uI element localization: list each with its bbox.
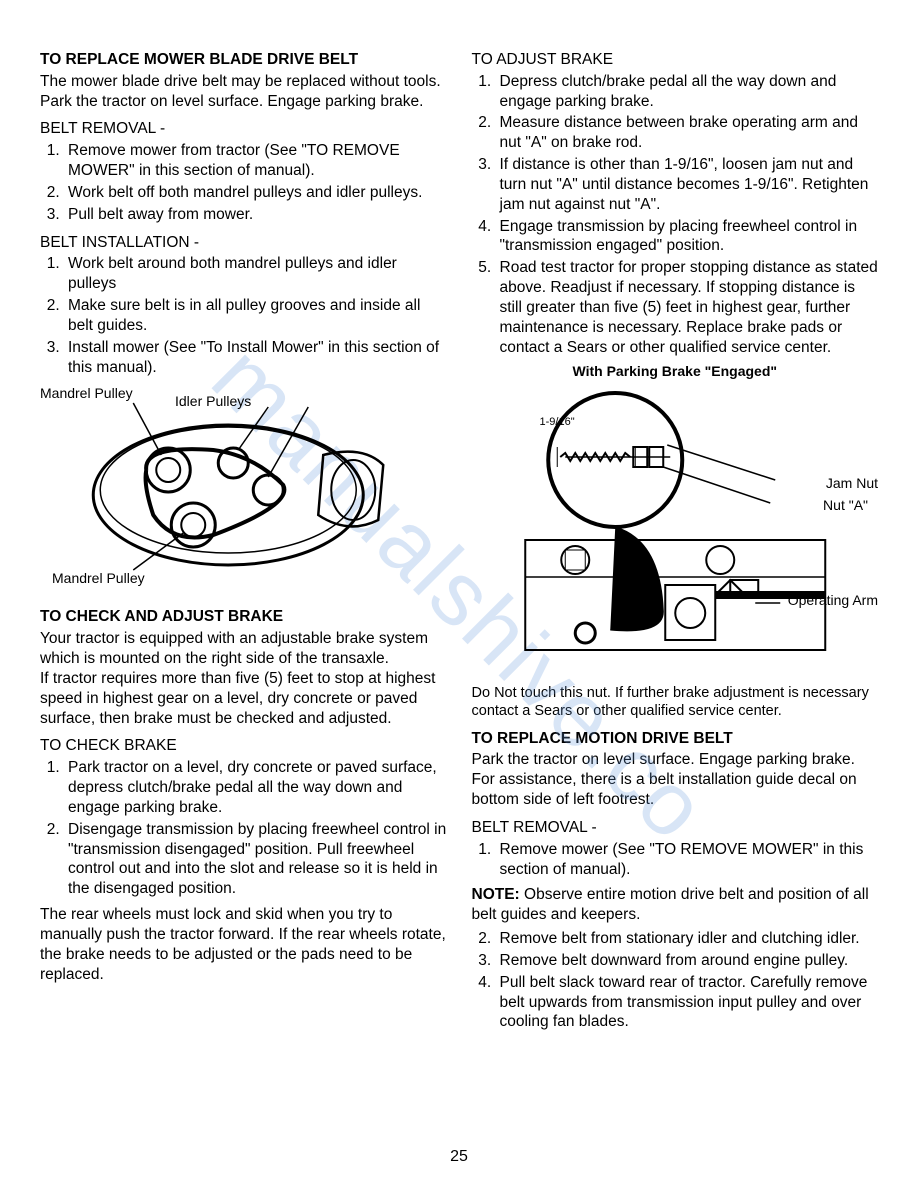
ordered-list: Depress clutch/brake pedal all the way d…: [472, 72, 879, 358]
subsection-title: BELT REMOVAL -: [40, 119, 447, 139]
brake-diagram: 1-9/16" Jam Nut Nut "A" Operating Arm: [472, 385, 879, 680]
subsection-title: TO ADJUST BRAKE: [472, 50, 879, 70]
page-container: TO REPLACE MOWER BLADE DRIVE BELT The mo…: [40, 50, 878, 1038]
left-column: TO REPLACE MOWER BLADE DRIVE BELT The mo…: [40, 50, 447, 1038]
list-item: Remove belt from stationary idler and cl…: [496, 929, 879, 949]
diagram-label: Operating Arm: [788, 592, 878, 610]
body-text: The rear wheels must lock and skid when …: [40, 905, 447, 984]
list-item: Depress clutch/brake pedal all the way d…: [496, 72, 879, 112]
diagram-label: Mandrel Pulley: [40, 385, 133, 403]
note-body: Observe entire motion drive belt and pos…: [472, 886, 869, 923]
brake-svg: [472, 385, 879, 680]
list-item: Remove mower (See "TO REMOVE MOWER" in t…: [496, 840, 879, 880]
list-item: Work belt around both mandrel pulleys an…: [64, 254, 447, 294]
subsection-title: TO CHECK BRAKE: [40, 736, 447, 756]
subsection-title: BELT INSTALLATION -: [40, 233, 447, 253]
note-label: NOTE:: [472, 886, 520, 903]
section-title: TO REPLACE MOTION DRIVE BELT: [472, 729, 879, 749]
right-column: TO ADJUST BRAKE Depress clutch/brake ped…: [472, 50, 879, 1038]
diagram-label: Jam Nut: [826, 475, 878, 493]
note-text: NOTE: Observe entire motion drive belt a…: [472, 885, 879, 925]
ordered-list: Remove belt from stationary idler and cl…: [472, 929, 879, 1032]
ordered-list: Remove mower (See "TO REMOVE MOWER" in t…: [472, 840, 879, 880]
list-item: Remove mower from tractor (See "TO REMOV…: [64, 141, 447, 181]
diagram-footer: Do Not touch this nut. If further brake …: [472, 684, 879, 720]
diagram-label: Mandrel Pulley: [52, 570, 145, 588]
list-item: Install mower (See "To Install Mower" in…: [64, 338, 447, 378]
list-item: Pull belt away from mower.: [64, 205, 447, 225]
body-text: The mower blade drive belt may be replac…: [40, 72, 447, 112]
ordered-list: Work belt around both mandrel pulleys an…: [40, 254, 447, 377]
list-item: Measure distance between brake operating…: [496, 113, 879, 153]
diagram-label: 1-9/16": [540, 415, 575, 429]
section-title: TO CHECK AND ADJUST BRAKE: [40, 607, 447, 627]
list-item: Disengage transmission by placing freewh…: [64, 820, 447, 899]
mower-deck-diagram: Mandrel Pulley Idler Pulleys Mandrel Pul…: [40, 385, 447, 595]
ordered-list: Park tractor on a level, dry concrete or…: [40, 758, 447, 899]
list-item: Work belt off both mandrel pulleys and i…: [64, 183, 447, 203]
section-title: TO REPLACE MOWER BLADE DRIVE BELT: [40, 50, 447, 70]
list-item: Park tractor on a level, dry concrete or…: [64, 758, 447, 817]
diagram-label: Nut "A": [823, 497, 868, 515]
subsection-title: BELT REMOVAL -: [472, 818, 879, 838]
diagram-label: Idler Pulleys: [175, 393, 251, 411]
ordered-list: Remove mower from tractor (See "TO REMOV…: [40, 141, 447, 224]
list-item: Engage transmission by placing freewheel…: [496, 217, 879, 257]
list-item: Remove belt downward from around engine …: [496, 951, 879, 971]
list-item: If distance is other than 1-9/16", loose…: [496, 155, 879, 214]
body-text: Your tractor is equipped with an adjusta…: [40, 629, 447, 728]
diagram-caption: With Parking Brake "Engaged": [472, 363, 879, 381]
mower-deck-svg: [40, 385, 447, 595]
page-number: 25: [450, 1148, 468, 1166]
list-item: Pull belt slack toward rear of tractor. …: [496, 973, 879, 1032]
list-item: Make sure belt is in all pulley grooves …: [64, 296, 447, 336]
body-text: Park the tractor on level surface. Engag…: [472, 750, 879, 809]
list-item: Road test tractor for proper stopping di…: [496, 258, 879, 357]
